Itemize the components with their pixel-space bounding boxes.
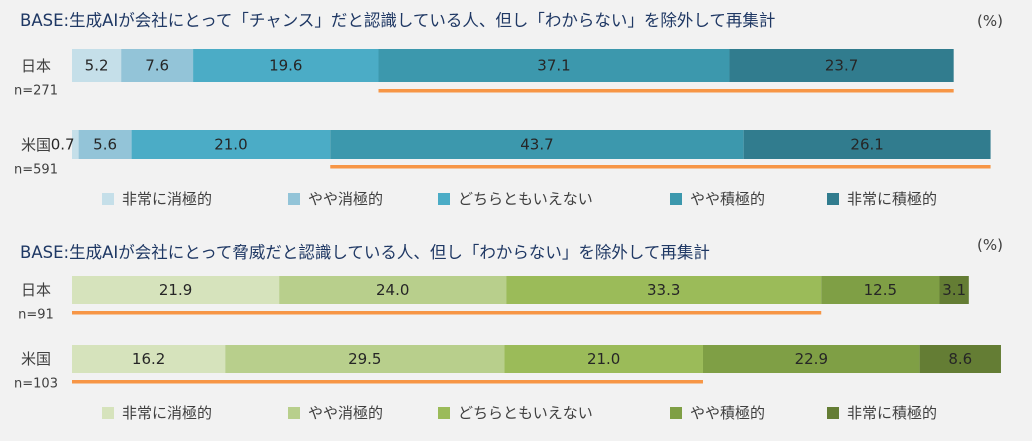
data-label: 8.6 [948, 350, 972, 368]
legend-label: 非常に積極的 [847, 190, 937, 208]
data-label: 21.0 [587, 350, 620, 368]
legend-label: 非常に消極的 [122, 404, 212, 422]
legend-swatch [827, 193, 839, 205]
data-label: 0.7 [51, 136, 75, 154]
data-label: 16.2 [132, 350, 165, 368]
chart-title: BASE:生成AIが会社にとって脅威だと認識している人、但し「わからない」を除外… [20, 243, 710, 262]
category-sample-size: n=591 [14, 163, 58, 178]
bar-segment [279, 276, 507, 304]
data-label: 21.0 [214, 136, 247, 154]
bar-segment [225, 345, 505, 373]
bar-segment [121, 49, 194, 82]
data-label: 19.6 [269, 57, 302, 75]
legend-label: 非常に消極的 [122, 190, 212, 208]
category-label: 日本 [21, 281, 51, 299]
legend-label: やや消極的 [308, 190, 383, 208]
legend-swatch [670, 407, 682, 419]
legend-swatch [102, 193, 114, 205]
legend-swatch [102, 407, 114, 419]
bar-segment [378, 49, 730, 82]
bar-segment [919, 345, 1001, 373]
legend-swatch [670, 193, 682, 205]
legend-swatch [288, 407, 300, 419]
bar-segment [78, 130, 132, 159]
category-sample-size: n=271 [14, 84, 58, 99]
legend-swatch [438, 407, 450, 419]
bar-segment [729, 49, 954, 82]
highlight-underline [72, 311, 822, 315]
legend-swatch [288, 193, 300, 205]
category-label: 米国 [21, 136, 51, 154]
data-label: 33.3 [647, 281, 680, 299]
category-sample-size: n=103 [14, 377, 58, 392]
legend-label: やや積極的 [690, 190, 765, 208]
category-label: 米国 [21, 350, 51, 368]
bar-segment [743, 130, 991, 159]
legend-swatch [438, 193, 450, 205]
data-label: 29.5 [348, 350, 381, 368]
data-label: 5.6 [93, 136, 117, 154]
bar-segment [131, 130, 331, 159]
legend-label: やや積極的 [690, 404, 765, 422]
legend-label: やや消極的 [308, 404, 383, 422]
unit-label: (%) [977, 12, 1003, 30]
data-label: 24.0 [376, 281, 409, 299]
bar-segment [72, 345, 226, 373]
unit-label: (%) [977, 236, 1003, 254]
legend-label: どちらともいえない [458, 190, 593, 208]
bar-segment [72, 49, 122, 82]
data-label: 5.2 [85, 57, 109, 75]
bar-segment [702, 345, 920, 373]
data-label: 23.7 [825, 57, 858, 75]
chart-title: BASE:生成AIが会社にとって「チャンス」だと認識している人、但し「わからない… [20, 11, 775, 30]
bar-segment [821, 276, 940, 304]
data-label: 21.9 [159, 281, 192, 299]
highlight-underline [378, 89, 954, 93]
data-label: 22.9 [795, 350, 828, 368]
bar-segment [330, 130, 744, 159]
category-label: 日本 [21, 57, 51, 75]
highlight-underline [72, 380, 703, 384]
legend-label: どちらともいえない [458, 404, 593, 422]
category-sample-size: n=91 [18, 308, 54, 323]
bar-segment [504, 345, 703, 373]
data-label: 3.1 [942, 281, 966, 299]
legend-label: 非常に積極的 [847, 404, 937, 422]
legend-swatch [827, 407, 839, 419]
bar-segment [72, 276, 280, 304]
data-label: 37.1 [537, 57, 570, 75]
bar-segment [506, 276, 822, 304]
bar-segment [193, 49, 379, 82]
bar-segment [939, 276, 969, 304]
data-label: 12.5 [864, 281, 897, 299]
highlight-underline [330, 165, 991, 169]
data-label: 7.6 [145, 57, 169, 75]
bar-segment [72, 130, 79, 159]
data-label: 43.7 [520, 136, 553, 154]
data-label: 26.1 [850, 136, 883, 154]
